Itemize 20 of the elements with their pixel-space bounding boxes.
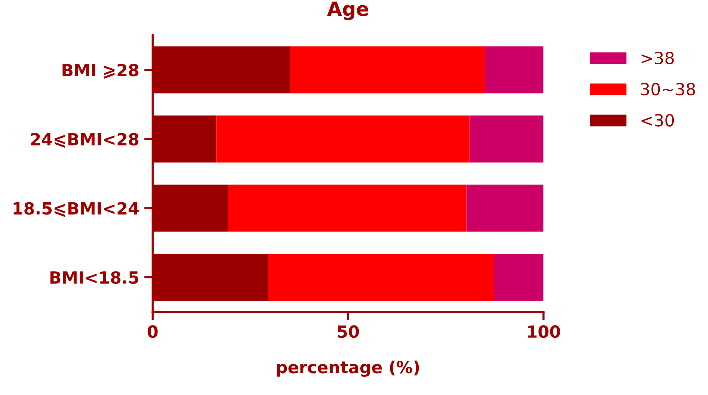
bar [486,46,544,94]
bar [228,184,467,232]
bar [268,254,494,301]
y-tick-label: 18.5⩽BMI<24 [14,202,139,218]
x-axis-title: percentage (%) [277,360,420,378]
bar [470,116,544,163]
bar [290,46,486,94]
x-tick-label: 100 [528,326,560,338]
bar [494,254,544,301]
legend-label: <30 [642,114,674,127]
y-tick-label: 24⩽BMI<28 [31,133,139,148]
x-tick-label: 0 [148,326,158,338]
bar [466,184,544,232]
bar [216,116,470,163]
legend-label: >38 [642,52,674,65]
chart-title: Age [327,2,368,20]
y-tick-label: BMI<18.5 [50,271,139,284]
x-tick-label: 50 [338,326,360,338]
y-tick-label: BMI ⩾28 [62,64,139,79]
legend-label: 30~38 [641,83,696,96]
